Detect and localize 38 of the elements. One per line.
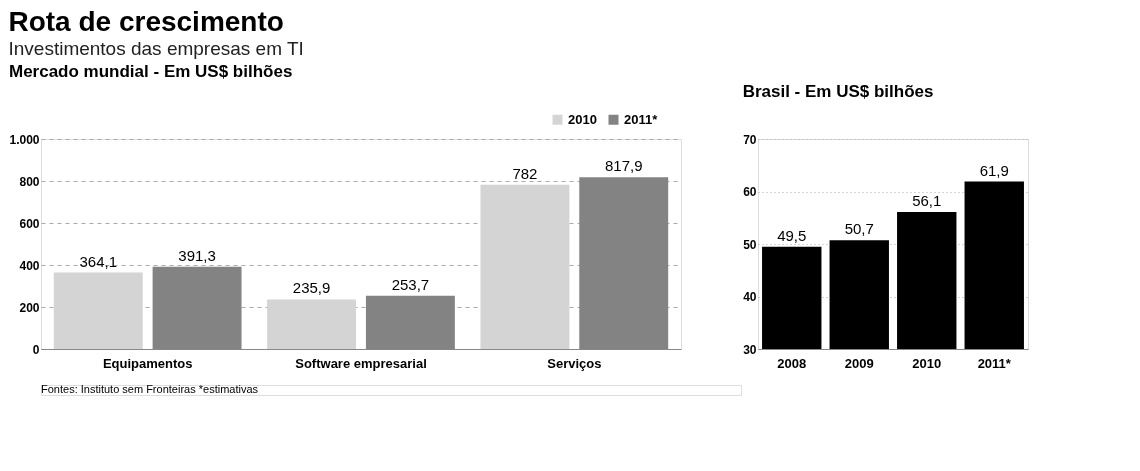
y-tick-label: 400 [19,258,40,273]
bar [480,184,570,349]
data-label: 391,3 [178,246,216,264]
y-tick-label: 200 [19,300,40,315]
x-tick-label: Software empresarial [295,355,427,371]
legend-label: 2010 [568,111,597,127]
text: Fontes: Instituto sem Fronteiras *estimativas [41,383,259,395]
bar [53,272,143,349]
y-tick-label: 1.000 [9,132,40,147]
data-label: 49,5 [777,226,807,244]
data-label: 50,7 [844,220,874,238]
data-label: 817,9 [604,157,643,175]
x-tick-label: Equipamentos [102,355,193,371]
y-tick-label: 800 [19,174,40,189]
x-tick-label: Serviços [547,355,602,371]
y-tick-label: 30 [743,342,757,357]
bar [267,299,357,349]
y-tick-label: 50 [743,237,757,252]
legend-label: 2011* [624,111,659,127]
text: Investimentos das empresas em TI [8,37,304,59]
chart-title: Mercado mundial - Em US$ bilhões [8,62,293,81]
data-label: 253,7 [391,275,430,293]
y-tick-label: 60 [743,185,757,199]
data-label: 61,9 [979,161,1009,179]
data-label: 364,1 [79,252,118,270]
data-label: 782 [512,164,538,182]
text: Rota de crescimento [8,5,284,37]
y-tick-label: 70 [743,132,757,147]
data-label: 235,9 [292,279,331,297]
y-tick-label: 0 [32,342,40,357]
x-tick-label: 2009 [844,355,874,371]
x-tick-label: 2008 [777,355,807,371]
y-tick-label: 40 [743,290,757,304]
x-tick-label: 2011* [977,355,1012,371]
y-tick-label: 600 [19,216,40,231]
x-tick-label: 2010 [912,355,942,371]
chart-title: Brasil - Em US$ bilhões [742,82,934,101]
data-label: 56,1 [912,191,942,209]
